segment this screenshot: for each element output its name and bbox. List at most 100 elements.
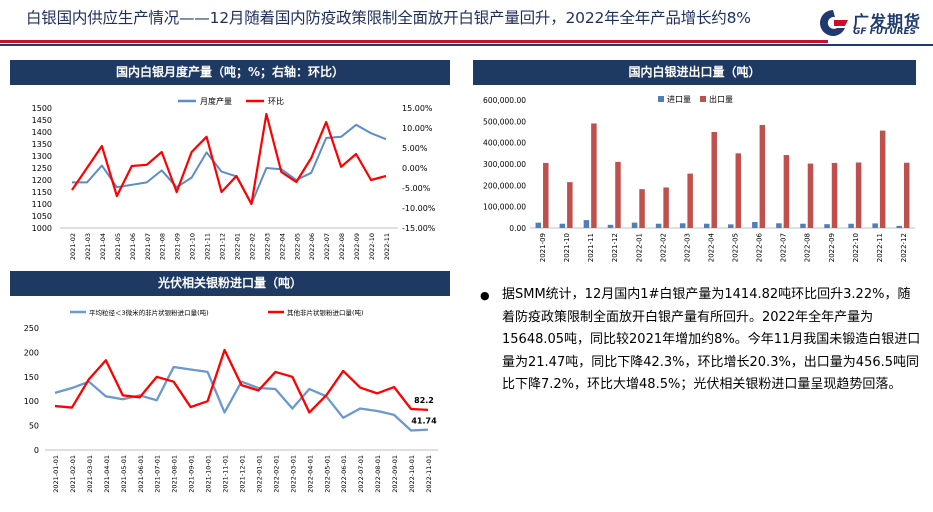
gf-logo-icon xyxy=(820,10,848,36)
x-tick-label: 2021-03-01 xyxy=(86,455,94,493)
export-bar xyxy=(759,124,766,228)
import-bar xyxy=(703,223,710,228)
left-y-tick-label: 1350 xyxy=(32,140,52,149)
x-tick-label: 2021-05 xyxy=(114,233,122,260)
x-tick-label: 2021-01-01 xyxy=(52,455,60,493)
x-tick-label: 2022-04 xyxy=(707,232,715,262)
x-tick-label: 2022-01 xyxy=(635,233,643,262)
import-bar xyxy=(535,222,542,228)
page-title: 白银国内供应生产情况——12月随着国内防疫政策限制全面放开白银产量回升，2022… xyxy=(26,9,751,27)
x-tick-label: 2022-09-01 xyxy=(391,455,399,493)
x-tick-label: 2022-01 xyxy=(233,233,241,260)
import-bar xyxy=(559,223,566,228)
x-tick-label: 2021-02 xyxy=(69,233,77,260)
left-y-tick-label: 1000 xyxy=(32,224,52,233)
x-tick-label: 2022-03 xyxy=(683,233,691,262)
x-tick-label: 2021-12 xyxy=(611,233,619,262)
left-y-tick-label: 1250 xyxy=(32,164,52,173)
import-bar xyxy=(631,222,638,228)
x-tick-label: 2021-09 xyxy=(174,233,182,260)
series-line-other-powder xyxy=(54,348,429,414)
left-y-tick-label: 1400 xyxy=(32,128,52,137)
x-tick-label: 2022-10 xyxy=(852,233,860,262)
x-tick-label: 2022-10-01 xyxy=(408,455,416,493)
left-y-tick-label: 1300 xyxy=(32,152,52,161)
trade-bar-chart: 600,000.00 500,000.00 400,000.00 300,000.00… xyxy=(483,94,915,262)
x-tick-label: 2021-10 xyxy=(563,233,571,262)
series-line-fine-powder xyxy=(54,365,429,432)
import-bar xyxy=(679,223,686,228)
x-tick-label: 2022-11 xyxy=(876,233,884,262)
bullet-icon: ● xyxy=(480,289,490,302)
y-tick-label: 100,000.00 xyxy=(483,203,526,212)
import-bar xyxy=(824,224,830,228)
y-tick-label: 400,000.00 xyxy=(483,139,526,148)
import-bar xyxy=(776,223,782,228)
commentary-text: 据SMM统计，12月国内1#白银产量为1414.82吨环比回升3.22%，随着防… xyxy=(502,287,921,392)
import-bar xyxy=(607,224,614,228)
monthly-output-chart: 1500 1450 1400 1350 1300 1250 1200 1150 1100 1050… xyxy=(32,96,436,260)
x-tick-label: 2021-04 xyxy=(99,233,107,260)
x-tick-label: 2022-02-01 xyxy=(272,455,280,493)
y-tick-label: 300,000.00 xyxy=(483,160,526,169)
x-tick-label: 2021-02-01 xyxy=(69,455,77,493)
export-bar xyxy=(855,162,862,228)
header-rule-navy xyxy=(0,44,933,46)
export-bar xyxy=(615,161,621,228)
export-bar xyxy=(663,187,669,228)
y-tick-label: 250 xyxy=(24,324,39,333)
x-tick-label: 2022-06 xyxy=(308,233,316,260)
right-y-tick-label: 0.00% xyxy=(402,164,428,173)
x-tick-label: 2022-07 xyxy=(323,233,331,260)
legend-label: 出口量 xyxy=(709,94,733,104)
import-bar xyxy=(848,223,854,228)
x-tick-label: 2022-01-01 xyxy=(255,455,263,493)
x-tick-label: 2021-10 xyxy=(189,233,197,260)
left-y-tick-label: 1450 xyxy=(32,116,52,125)
import-bar xyxy=(896,225,902,228)
left-y-tick-label: 1500 xyxy=(32,104,52,113)
x-tick-label: 2022-08 xyxy=(804,233,812,262)
y-tick-label: 200,000.00 xyxy=(483,181,526,190)
export-bar xyxy=(735,153,742,228)
right-y-tick-label: 10.00% xyxy=(402,124,433,133)
import-bar xyxy=(800,223,806,228)
x-tick-label: 2021-08 xyxy=(159,233,167,260)
x-tick-label: 2022-03 xyxy=(263,233,271,260)
export-bar xyxy=(903,162,910,228)
export-bar xyxy=(687,173,693,228)
left-y-tick-label: 1150 xyxy=(32,188,52,197)
x-tick-label: 2022-05-01 xyxy=(323,455,331,493)
x-tick-label: 2021-12 xyxy=(219,233,227,260)
legend-label: 环比 xyxy=(268,96,284,106)
export-bar xyxy=(543,162,549,228)
x-tick-label: 2021-06 xyxy=(129,233,137,260)
import-bar xyxy=(655,223,662,228)
x-tick-label: 2022-08 xyxy=(338,233,346,260)
legend-label: 平均粒径＜3微米的非片状银粉进口量(吨) xyxy=(89,308,209,317)
export-bar xyxy=(807,163,814,228)
data-label-blue-last: 41.74 xyxy=(411,417,437,426)
pv-powder-chart: 250 200 150 100 50 0 2021-01-01 2021-02-01 2021-… xyxy=(24,308,438,493)
left-y-tick-label: 1100 xyxy=(32,200,52,209)
header-rule-red xyxy=(0,40,828,43)
trade-panel-title: 国内白银进出口量（吨） xyxy=(473,60,916,85)
x-tick-label: 2022-06-01 xyxy=(340,455,348,493)
legend-label: 月度产量 xyxy=(200,96,232,106)
x-tick-label: 2022-06 xyxy=(756,232,764,262)
x-tick-label: 2022-05 xyxy=(732,233,740,262)
right-y-tick-label: -5.00% xyxy=(402,184,431,193)
logo-english-name: GF FUTURES xyxy=(853,27,917,37)
x-tick-label: 2022-02 xyxy=(659,233,667,262)
import-bar xyxy=(872,223,878,228)
export-bar xyxy=(783,155,790,228)
pv-powder-panel-title: 光伏相关银粉进口量（吨） xyxy=(10,271,450,296)
x-tick-label: 2021-11-01 xyxy=(222,455,230,493)
x-tick-label: 2021-05-01 xyxy=(120,455,128,493)
x-tick-label: 2022-12 xyxy=(900,233,908,262)
export-bar xyxy=(639,189,645,228)
x-tick-label: 2021-10-01 xyxy=(205,455,213,493)
x-tick-label: 2021-06-01 xyxy=(137,455,145,493)
x-tick-label: 2022-04 xyxy=(278,233,286,260)
y-tick-label: 100 xyxy=(24,397,39,406)
